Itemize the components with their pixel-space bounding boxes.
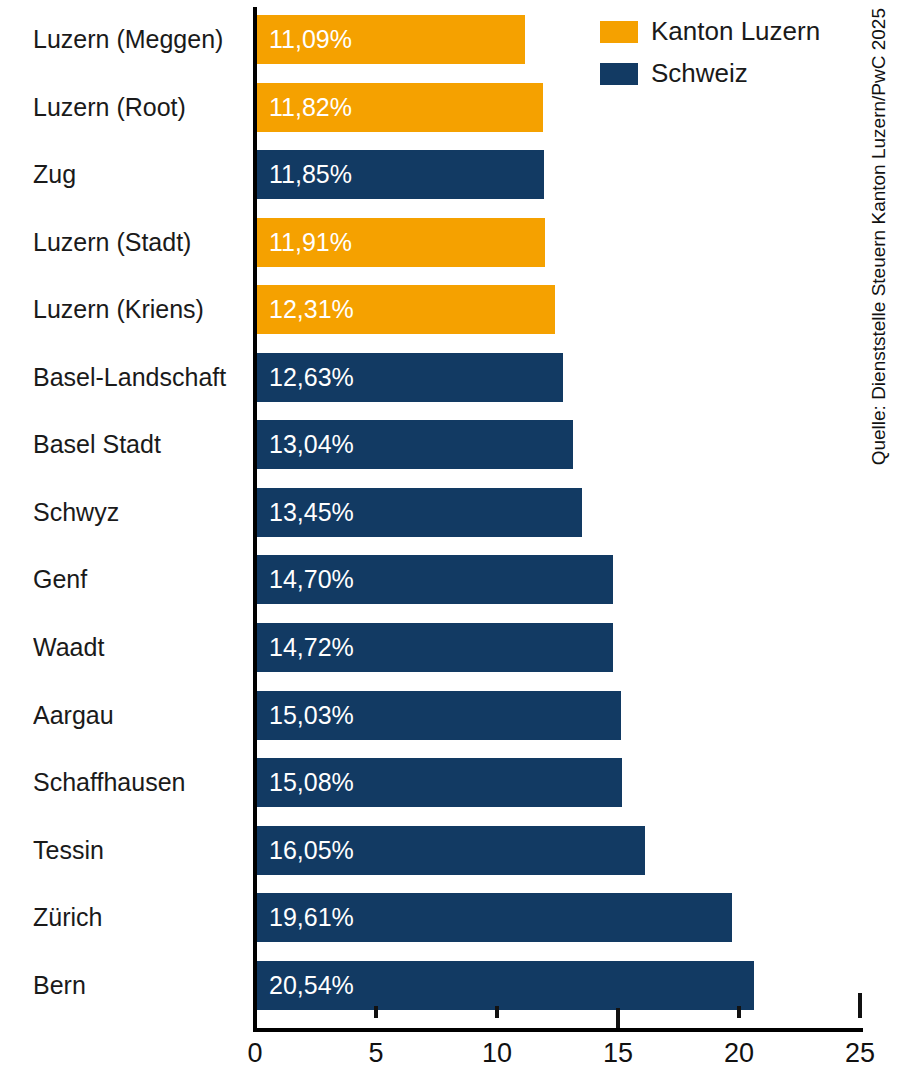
bar-value-label: 16,05% [269, 836, 354, 865]
bar-value-label: 12,63% [269, 363, 354, 392]
category-label: Luzern (Root) [33, 83, 245, 132]
bar: 13,04% [257, 420, 573, 469]
x-axis-tick-label: 25 [824, 1038, 896, 1069]
bar-value-label: 20,54% [269, 971, 354, 1000]
bar-value-label: 14,72% [269, 633, 354, 662]
x-axis-tick [495, 1006, 499, 1018]
bar-value-label: 19,61% [269, 903, 354, 932]
bar-value-label: 11,85% [269, 160, 352, 189]
source-caption: Quelle: Dienststelle Steuern Kanton Luze… [868, 8, 890, 465]
category-label: Zug [33, 150, 245, 199]
bar: 20,54% [257, 961, 754, 1010]
legend-swatch-navy [600, 63, 638, 85]
x-axis-tick-label: 15 [582, 1038, 654, 1069]
category-label: Genf [33, 555, 245, 604]
bar: 15,08% [257, 758, 622, 807]
category-label: Luzern (Meggen) [33, 15, 245, 64]
x-axis-line [253, 1028, 863, 1032]
legend-label: Kanton Luzern [651, 16, 820, 47]
bar-value-label: 15,03% [269, 701, 354, 730]
category-label: Schwyz [33, 488, 245, 537]
bar: 16,05% [257, 826, 645, 875]
legend-item-schweiz: Schweiz [600, 58, 820, 89]
x-axis-tick [858, 993, 862, 1018]
legend-item-kanton-luzern: Kanton Luzern [600, 16, 820, 47]
category-label: Zürich [33, 893, 245, 942]
x-axis-tick-label: 5 [340, 1038, 412, 1069]
x-axis-tick-label: 0 [219, 1038, 291, 1069]
x-axis-tick [737, 1006, 741, 1018]
x-axis-tick-label: 10 [461, 1038, 533, 1069]
bar: 12,63% [257, 353, 563, 402]
bar-value-label: 14,70% [269, 565, 354, 594]
x-axis-tick-label: 20 [703, 1038, 775, 1069]
x-axis-tick [374, 1006, 378, 1018]
bar-chart: Luzern (Meggen) 11,09% Luzern (Root) 11,82%… [0, 0, 915, 1080]
category-label: Aargau [33, 691, 245, 740]
legend-swatch-orange [600, 21, 638, 43]
category-label: Waadt [33, 623, 245, 672]
bar-value-label: 12,31% [269, 295, 354, 324]
bar: 11,91% [257, 218, 545, 267]
legend-label: Schweiz [651, 58, 748, 89]
bar-value-label: 11,82% [269, 93, 352, 122]
bar-value-label: 13,45% [269, 498, 354, 527]
category-label: Basel-Landschaft [33, 353, 245, 402]
bar: 15,03% [257, 691, 621, 740]
category-label: Basel Stadt [33, 420, 245, 469]
bar: 11,09% [257, 15, 525, 64]
bar-value-label: 15,08% [269, 768, 354, 797]
bar: 11,82% [257, 83, 543, 132]
bar: 19,61% [257, 893, 732, 942]
bar: 14,72% [257, 623, 613, 672]
category-label: Luzern (Kriens) [33, 285, 245, 334]
category-label: Bern [33, 961, 245, 1010]
category-label: Luzern (Stadt) [33, 218, 245, 267]
y-axis-line [253, 7, 257, 1032]
bar: 11,85% [257, 150, 544, 199]
bar-value-label: 13,04% [269, 430, 354, 459]
category-label: Tessin [33, 826, 245, 875]
bar: 12,31% [257, 285, 555, 334]
bar: 13,45% [257, 488, 582, 537]
bar: 14,70% [257, 555, 613, 604]
category-label: Schaffhausen [33, 758, 245, 807]
bar-value-label: 11,91% [269, 228, 352, 257]
legend: Kanton Luzern Schweiz [600, 16, 820, 100]
bar-value-label: 11,09% [269, 25, 352, 54]
